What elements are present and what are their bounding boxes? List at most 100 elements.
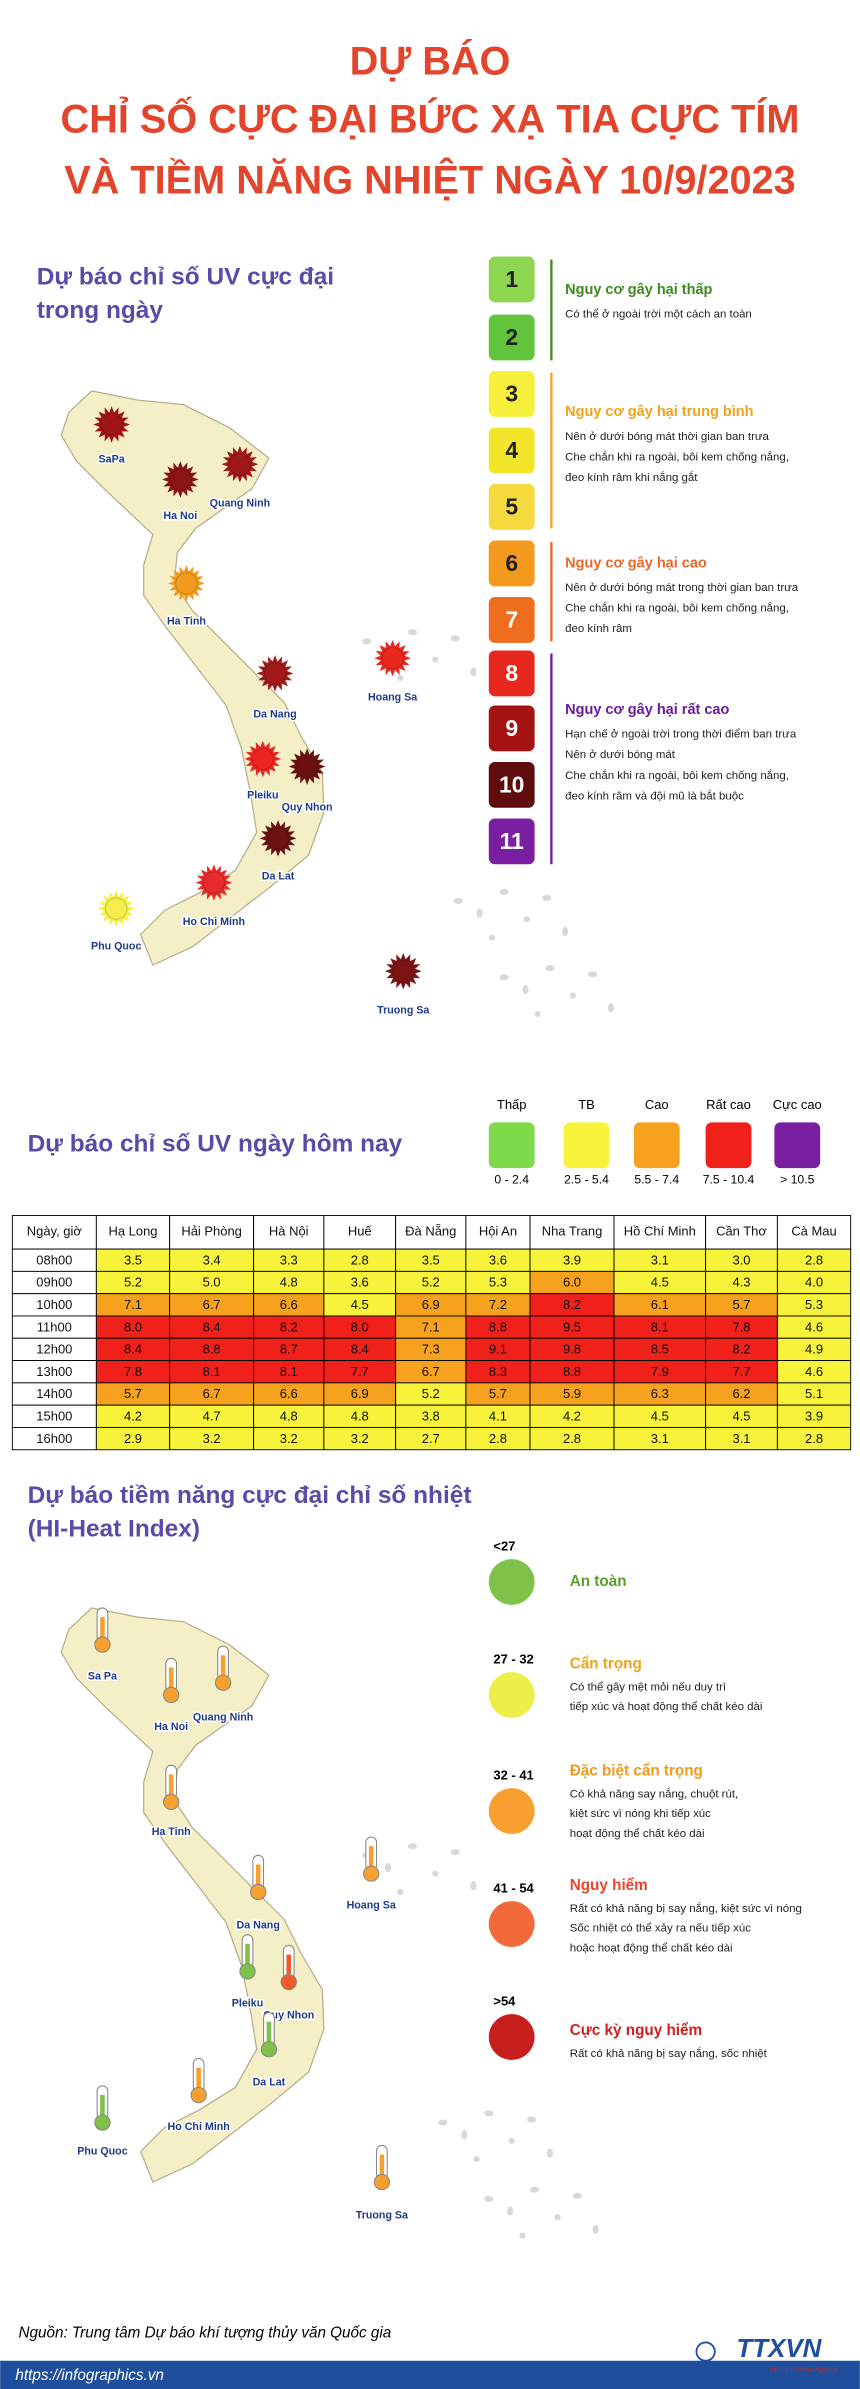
table-text: 3.5: [124, 1252, 142, 1267]
table-text: 3.9: [805, 1408, 823, 1423]
table-text: 15h00: [36, 1408, 72, 1423]
legend-swatch: [563, 1122, 610, 1169]
uv-level-label: 9: [505, 715, 518, 741]
place-label: Da Lat: [253, 2077, 286, 2089]
header-cell: [705, 1215, 778, 1250]
legend-label: Cao: [645, 1097, 669, 1112]
legend-label: Thấp: [497, 1097, 527, 1112]
group-text: Nên ở dưới bóng mát trong thời gian ban …: [565, 582, 799, 594]
header-text: Hồ Chí Minh: [624, 1224, 696, 1239]
sun-core: [266, 827, 290, 850]
thermometer-bulb: [239, 1963, 256, 1980]
place-label: Truong Sa: [377, 1005, 429, 1017]
table-text: 2.7: [422, 1431, 440, 1446]
thermometer-level: [168, 1774, 174, 1799]
thermometer-bulb: [214, 1674, 232, 1691]
legend-range: 0 - 2.4: [494, 1173, 529, 1187]
header-cell: [95, 1215, 171, 1250]
table-text: 8.1: [280, 1364, 298, 1379]
table-text: 8.2: [563, 1297, 581, 1312]
thermometer-bulb: [373, 2173, 391, 2191]
table-text: 4.0: [805, 1275, 823, 1290]
table-text: 8.8: [203, 1342, 221, 1357]
sun-core: [228, 452, 252, 476]
title-line: VÀ TIỀM NĂNG NHIỆT NGÀY 10/9/2023: [64, 159, 796, 203]
table-text: 7.7: [732, 1364, 750, 1379]
place-label: Hoang Sa: [347, 1900, 396, 1912]
title-line: DỰ BÁO: [350, 40, 511, 84]
source: Nguồn: Trung tâm Dự báo khí tượng thủy v…: [18, 2324, 391, 2341]
table-text: 3.8: [422, 1408, 440, 1423]
table-text: 4.5: [732, 1408, 750, 1423]
table-text: 9.8: [563, 1342, 581, 1357]
table-text: 5.7: [489, 1386, 507, 1401]
table-text: 6.1: [651, 1297, 669, 1312]
group-text: Nên ở dưới bóng mát: [565, 749, 676, 761]
place-label: Sa Pa: [88, 1670, 117, 1682]
header-text: Ngày, giờ: [27, 1224, 83, 1239]
table-text: 8.0: [124, 1319, 142, 1334]
header-cell: [529, 1215, 615, 1250]
url: https://infographics.vn: [15, 2367, 164, 2384]
thermometer-level: [286, 1954, 292, 1979]
table-text: 5.7: [732, 1297, 750, 1312]
sun-core: [169, 468, 192, 491]
table-text: 4.5: [351, 1297, 369, 1312]
place-label: Da Nang: [253, 708, 296, 720]
table-text: 16h00: [36, 1431, 72, 1446]
section-title: (HI-Heat Index): [28, 1516, 200, 1543]
header-cell: [253, 1215, 325, 1250]
legend-text: hoặc hoạt động thể chất kéo dài: [570, 1942, 733, 1954]
table-text: 09h00: [36, 1275, 72, 1290]
table-text: 8.4: [124, 1342, 142, 1357]
table-text: 5.2: [422, 1275, 440, 1290]
table-text: 3.2: [351, 1431, 369, 1446]
header-text: Hải Phòng: [181, 1224, 242, 1239]
table-text: 3.3: [280, 1252, 298, 1267]
place-label: Ha Tinh: [152, 1826, 191, 1838]
legend-range: 27 - 32: [493, 1651, 533, 1666]
place-label: Da Nang: [237, 1919, 280, 1931]
header-cell: [395, 1215, 467, 1250]
table-cell: [776, 1426, 852, 1451]
sun-core: [175, 572, 198, 595]
thermometer-bulb: [163, 1793, 180, 1811]
table-text: 4.9: [805, 1342, 823, 1357]
table-text: 2.8: [563, 1431, 581, 1446]
sun-core: [104, 897, 128, 920]
table-text: 5.2: [422, 1386, 440, 1401]
sun-core: [263, 662, 287, 685]
table-text: 8.5: [651, 1342, 669, 1357]
table-text: 6.6: [280, 1297, 298, 1312]
table-text: 3.9: [563, 1252, 581, 1267]
thermometer-level: [100, 1617, 105, 1642]
uv-level-label: 11: [500, 828, 524, 854]
thermometer-bulb: [163, 1686, 180, 1704]
table-text: 4.7: [203, 1408, 221, 1423]
legend-text: Có thể gây mệt mỏi nếu duy trì: [570, 1681, 726, 1693]
legend-title: An toàn: [570, 1573, 627, 1590]
table-text: 8.8: [563, 1364, 581, 1379]
table-text: 7.2: [489, 1297, 507, 1312]
group-text: Có thể ở ngoài trời một cách an toàn: [565, 309, 752, 321]
uv-level-label: 1: [505, 266, 518, 292]
header-text: Nha Trang: [542, 1224, 603, 1239]
uv-level-label: 4: [505, 437, 518, 463]
table-text: 6.9: [351, 1386, 369, 1401]
place-label: Pleiku: [247, 789, 278, 801]
uv-level-label: 5: [505, 494, 518, 520]
table-text: 7.7: [351, 1364, 369, 1379]
legend-range: 2.5 - 5.4: [564, 1173, 609, 1187]
table-text: 8.1: [651, 1319, 669, 1334]
legend-swatch: [488, 1672, 535, 1718]
group-text: Hạn chế ở ngoài trời trong thời điểm ban…: [565, 729, 797, 741]
legend-swatch: [488, 1788, 535, 1834]
place-label: Ha Noi: [154, 1721, 188, 1733]
section-title: Dự báo tiềm năng cực đại chỉ số nhiệt: [28, 1482, 472, 1509]
table-text: 8.1: [203, 1364, 221, 1379]
legend-range: 32 - 41: [493, 1767, 533, 1782]
legend-swatch: [488, 1559, 535, 1605]
thermometer-level: [379, 2154, 385, 2180]
table-text: 6.0: [563, 1275, 581, 1290]
legend-text: Có khả năng say nắng, chuột rút,: [570, 1787, 738, 1800]
